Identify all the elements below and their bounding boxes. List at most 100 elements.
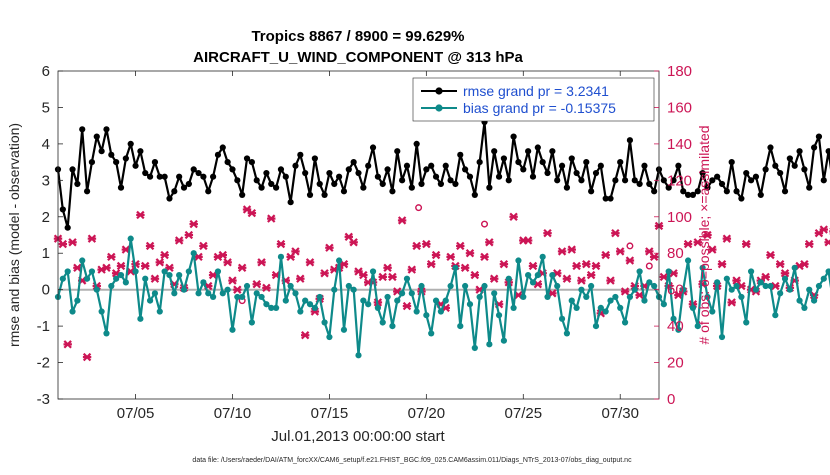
bias-point [781, 275, 789, 282]
rmse-point [127, 140, 134, 147]
rmse-point [88, 159, 96, 166]
rmse-point [631, 177, 638, 184]
bias-point [747, 268, 755, 275]
obs-assimilated-marker [407, 265, 417, 274]
obs-assimilated-marker [73, 263, 82, 272]
rmse-point [137, 148, 144, 155]
obs-assimilated-marker [155, 258, 164, 267]
rmse-point [525, 148, 532, 155]
bias-point [117, 271, 125, 279]
rmse-point [597, 162, 604, 169]
rmse-point [781, 188, 789, 195]
bias-point [379, 319, 386, 326]
y-right-tick-label: 120 [667, 172, 692, 189]
bias-point [365, 301, 372, 308]
obs-assimilated-marker [460, 263, 470, 272]
rmse-point [403, 162, 411, 169]
rmse-point [786, 155, 793, 162]
y-right-tick-label: 40 [667, 318, 684, 335]
obs-assimilated-marker [567, 245, 576, 254]
bias-point [306, 301, 314, 308]
obs-assimilated-marker [402, 301, 412, 311]
obs-assimilated-marker [480, 252, 489, 262]
rmse-point [171, 188, 178, 195]
rmse-point [408, 184, 415, 191]
rmse-point [113, 159, 120, 166]
bias-point [743, 319, 750, 326]
rmse-point [306, 191, 314, 199]
bias-point [442, 297, 449, 304]
obs-assimilated-marker [708, 245, 717, 254]
obs-assimilated-marker [543, 228, 552, 238]
bias-point [127, 235, 134, 242]
bias-point [64, 268, 71, 275]
bias-point [583, 293, 590, 301]
rmse-point [752, 173, 760, 180]
obs-assimilated-marker [805, 239, 814, 249]
y-right-tick-label: 20 [667, 355, 684, 372]
obs-assimilated-marker [349, 238, 358, 247]
bias-point [146, 297, 154, 304]
bias-point [733, 282, 740, 290]
obs-assimilated-marker [528, 261, 538, 271]
rmse-point [161, 173, 168, 180]
rmse-point [297, 151, 304, 158]
rmse-point [389, 188, 396, 195]
obs-assimilated-marker [523, 236, 533, 245]
rmse-point [486, 184, 493, 191]
bias-point [651, 282, 658, 290]
rmse-point [743, 169, 750, 177]
obs-assimilated-marker [87, 234, 97, 243]
rmse-point [694, 188, 701, 195]
bias-point [466, 301, 474, 308]
obs-assimilated-marker [378, 272, 387, 282]
rmse-point [142, 169, 149, 177]
bias-point [563, 330, 571, 337]
bias-point [597, 304, 604, 311]
bias-point [321, 319, 328, 326]
rmse-point [214, 151, 222, 158]
bias-point [224, 286, 231, 293]
rmse-point [287, 199, 294, 206]
legend-rmse-marker [435, 87, 443, 95]
rmse-point [282, 173, 289, 180]
x-tick-label: 07/25 [505, 405, 543, 422]
obs-assimilated-marker [150, 274, 160, 283]
x-tick-label: 07/15 [311, 405, 349, 422]
bias-point [156, 308, 163, 315]
bias-point [757, 279, 764, 286]
y-tick-label: 4 [42, 136, 50, 153]
rmse-point [747, 177, 755, 184]
bias-point [132, 268, 139, 275]
obs-assimilated-marker [174, 236, 184, 245]
rmse-point [326, 169, 333, 177]
obs-assimilated-marker [703, 230, 712, 240]
rmse-point [437, 180, 444, 188]
rmse-point [617, 159, 624, 166]
bias-point [432, 297, 440, 304]
bias-point [418, 282, 425, 290]
rmse-point [180, 184, 188, 191]
obs-assimilated-marker [456, 241, 465, 251]
bias-point [495, 312, 503, 319]
obs-assimilated-marker [276, 239, 286, 249]
rmse-point [689, 191, 697, 199]
rmse-point [418, 180, 425, 188]
y-tick-label: 2 [42, 209, 50, 226]
bias-point [636, 268, 643, 275]
bias-point [277, 253, 285, 260]
bias-point [718, 333, 726, 341]
y-right-tick-label: 0 [667, 391, 675, 408]
bias-point [219, 290, 226, 297]
rmse-point [345, 166, 352, 173]
rmse-point [723, 188, 730, 195]
bias-point [675, 326, 682, 333]
rmse-point [258, 184, 265, 191]
y-tick-label: 3 [42, 172, 50, 189]
rmse-point [554, 177, 561, 184]
rmse-point [796, 148, 803, 155]
bias-point [752, 286, 760, 293]
legend-bias-label: bias grand pr = -0.15375 [463, 100, 616, 116]
bias-point [88, 268, 96, 275]
